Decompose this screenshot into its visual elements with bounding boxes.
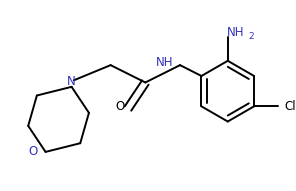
Text: 2: 2 xyxy=(249,32,255,40)
Text: N: N xyxy=(67,75,76,88)
Text: O: O xyxy=(29,145,38,158)
Text: NH: NH xyxy=(227,26,244,39)
Text: O: O xyxy=(115,100,125,113)
Text: Cl: Cl xyxy=(284,100,296,113)
Text: NH: NH xyxy=(156,57,173,70)
